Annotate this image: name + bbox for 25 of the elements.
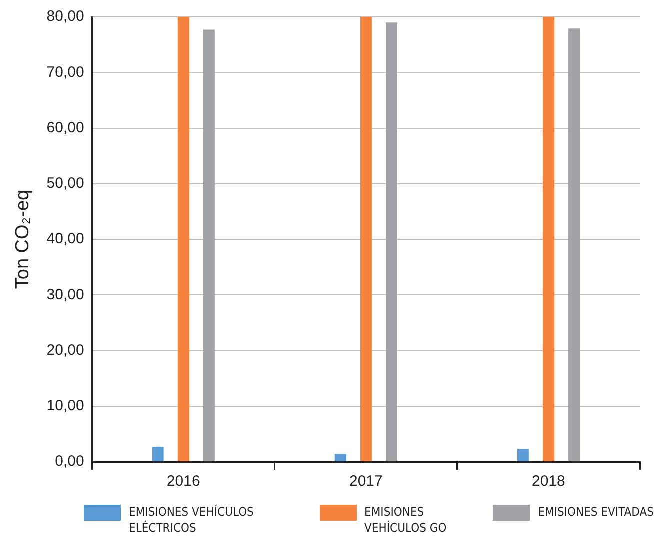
bar [386, 22, 398, 462]
bar [203, 30, 215, 462]
bar [568, 28, 580, 462]
bar [542, 17, 554, 462]
bar [517, 449, 529, 462]
y-tick-label: 40,00 [46, 230, 84, 248]
y-tick-label: 30,00 [46, 286, 84, 304]
bar [178, 17, 190, 462]
x-tick-label: 2018 [532, 473, 566, 490]
bar [360, 17, 372, 462]
x-tick-label: 2017 [349, 473, 383, 490]
y-axis-title: Ton CO₂-eq [12, 190, 34, 290]
x-tick-label: 2016 [166, 473, 200, 490]
y-tick-label: 60,00 [46, 119, 84, 136]
y-tick-label: 0,00 [55, 453, 84, 470]
bar [334, 454, 346, 462]
y-tick-label: 20,00 [46, 342, 84, 359]
y-tick-label: 70,00 [46, 64, 84, 81]
legend-label: EMISIONES VEHÍCULOS ELÉCTRICOS [129, 504, 255, 536]
bar [152, 446, 164, 462]
y-tick-label: 10,00 [46, 398, 84, 415]
legend-label: EMISIONES VEHÍCULOS GO [364, 504, 448, 536]
legend-label: EMISIONES EVITADAS [538, 504, 654, 520]
y-tick-label: 80,00 [46, 8, 84, 26]
y-tick-label: 50,00 [46, 175, 84, 192]
